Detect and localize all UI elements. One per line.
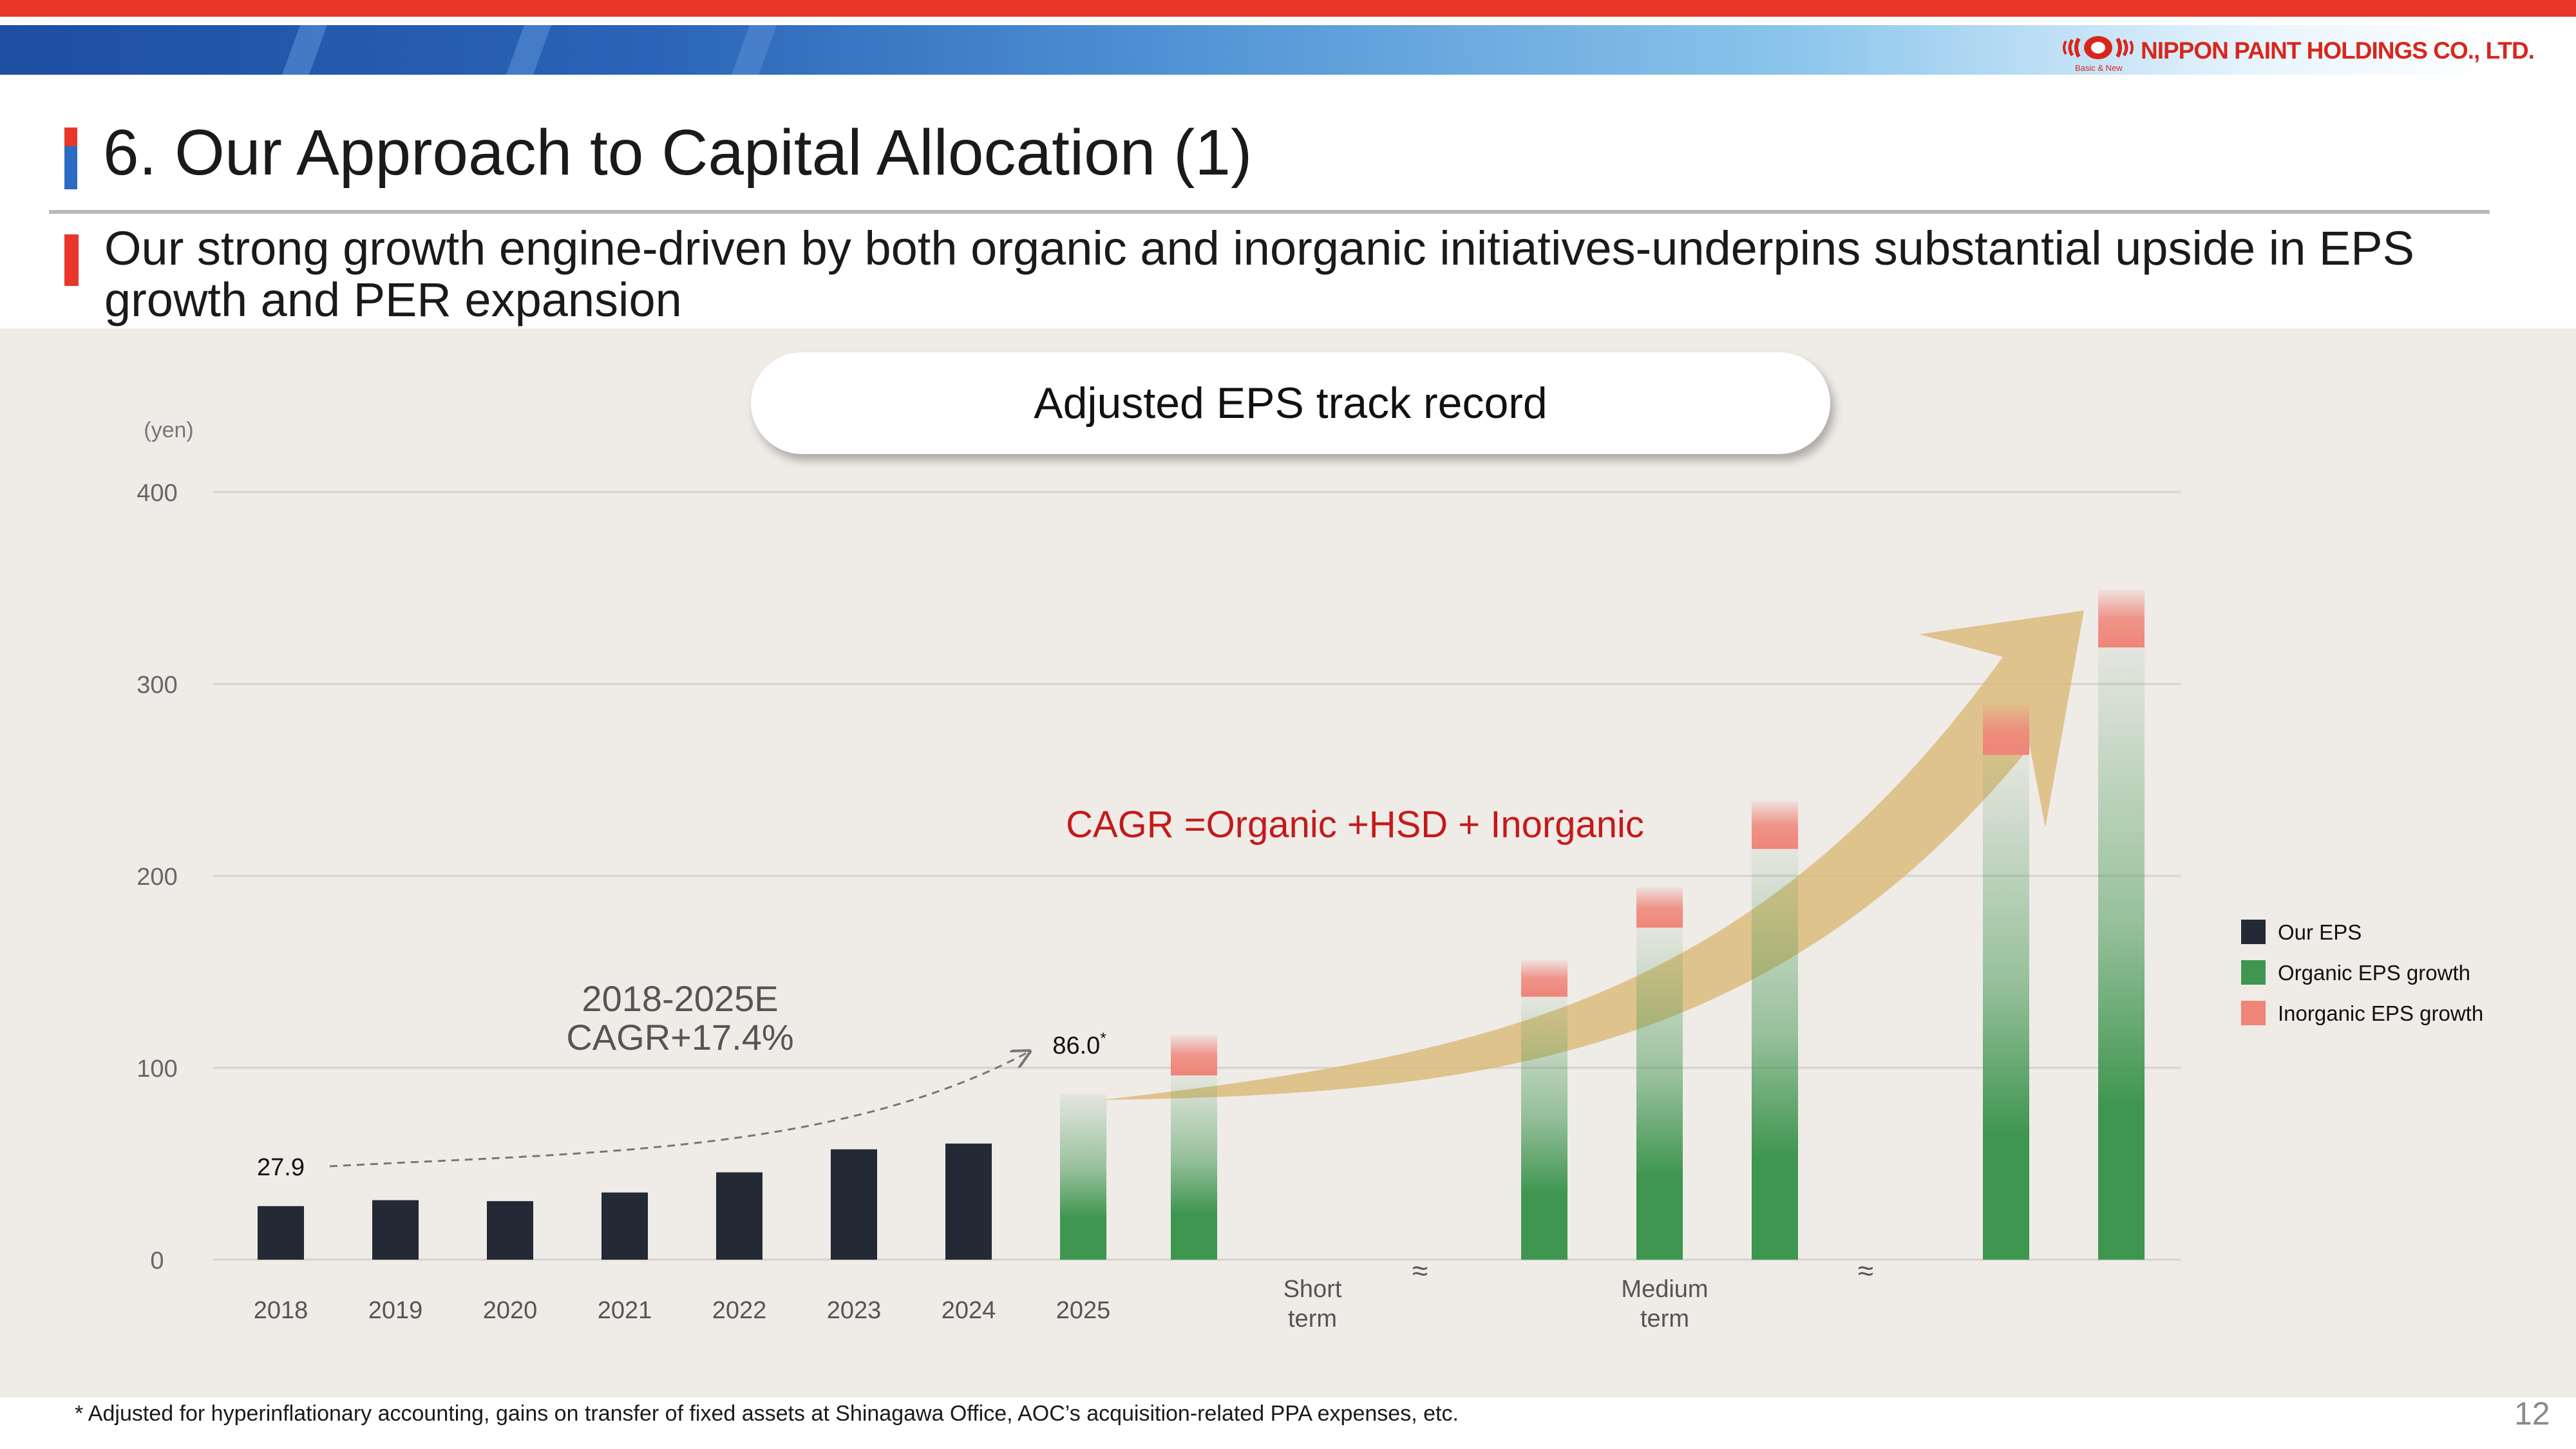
x-tick-label: 2023: [827, 1297, 882, 1324]
bar-our-eps: [831, 1149, 877, 1260]
bar-our-eps: [372, 1200, 419, 1260]
x-tick-label: 2019: [368, 1297, 423, 1324]
cagr-dashed-arrow: [329, 1052, 1028, 1168]
y-tick-label: 200: [137, 864, 177, 891]
bar-our-eps: [716, 1172, 762, 1260]
x-tick-label: 2022: [712, 1297, 767, 1324]
chart-title: Adjusted EPS track record: [1034, 379, 1548, 428]
bar-organic-eps: [1171, 1075, 1217, 1260]
chart-title-pill: Adjusted EPS track record: [751, 352, 1830, 454]
x-tick-label: 2024: [942, 1297, 996, 1324]
bar-organic-eps: [1636, 927, 1683, 1260]
bar-inorganic-eps: [1521, 960, 1567, 997]
eps-end-label: 86.0*: [1052, 1030, 1106, 1059]
legend-label: Inorganic EPS growth: [2278, 1001, 2483, 1025]
cagr-formula: CAGR =Organic +HSD + Inorganic: [1066, 804, 1644, 846]
x-tick-label: 2018: [254, 1297, 308, 1324]
axis-break-marker: ≈: [1412, 1255, 1428, 1287]
bar-our-eps: [258, 1206, 304, 1260]
bar-our-eps: [945, 1143, 992, 1260]
cagr-value: CAGR+17.4%: [566, 1017, 793, 1057]
company-tagline: Basic & New: [2075, 63, 2123, 73]
bar-organic-eps: [2098, 647, 2145, 1260]
bar-our-eps: [487, 1201, 533, 1260]
x-tick-label: Medium term: [1621, 1276, 1708, 1332]
company-name: NIPPON PAINT HOLDINGS CO., LTD.: [2141, 37, 2535, 64]
title-accent-bar: [64, 128, 77, 189]
page-subtitle: Our strong growth engine-driven by both …: [104, 222, 2414, 327]
bar-organic-eps: [1521, 996, 1567, 1260]
y-tick-label: 400: [137, 480, 177, 507]
bar-organic-eps: [1983, 755, 2029, 1260]
growth-arrow: [1101, 611, 2084, 1100]
bar-inorganic-eps: [1983, 705, 2029, 755]
eps-end-asterisk: *: [1100, 1030, 1106, 1047]
title-divider: [49, 210, 2490, 214]
chart-background: [0, 328, 2576, 1397]
bar-inorganic-eps: [1636, 887, 1683, 928]
subtitle-accent-bar: [64, 234, 79, 286]
legend-swatch: [2241, 960, 2266, 985]
axis-break-marker: ≈: [1858, 1255, 1873, 1287]
bar-inorganic-eps: [1752, 800, 1798, 849]
legend-label: Organic EPS growth: [2278, 961, 2470, 985]
legend-label: Our EPS: [2278, 920, 2362, 944]
y-tick-label: 0: [150, 1247, 164, 1274]
eps-end-value: 86.0: [1052, 1032, 1100, 1059]
cagr-period: 2018-2025E: [582, 978, 778, 1019]
legend-swatch: [2241, 920, 2266, 944]
x-tick-label: 2025: [1056, 1297, 1111, 1324]
company-logo: NIPPON PAINT HOLDINGS CO., LTD. Basic & …: [2060, 33, 2543, 79]
bar-inorganic-eps: [2098, 589, 2145, 648]
bar-our-eps: [601, 1192, 648, 1260]
logo-mark-icon: [2063, 36, 2134, 59]
page-number: 12: [2514, 1396, 2550, 1432]
bar-organic-eps: [1060, 1094, 1106, 1260]
page-title: 6. Our Approach to Capital Allocation (1…: [103, 117, 1253, 189]
header-blue-band: [0, 25, 2576, 75]
bar-organic-eps: [1752, 849, 1798, 1260]
bar-inorganic-eps: [1171, 1035, 1217, 1075]
x-tick-label: Short term: [1283, 1276, 1342, 1332]
x-tick-label: 2020: [483, 1297, 538, 1324]
x-tick-label: 2021: [598, 1297, 652, 1324]
footnote: * Adjusted for hyperinflationary account…: [75, 1401, 1459, 1426]
y-tick-label: 300: [137, 672, 177, 699]
y-tick-label: 100: [137, 1056, 177, 1083]
eps-start-label: 27.9: [257, 1154, 305, 1181]
y-axis-label: (yen): [144, 418, 193, 442]
header-red-band: [0, 0, 2576, 17]
legend-swatch: [2241, 1001, 2266, 1025]
